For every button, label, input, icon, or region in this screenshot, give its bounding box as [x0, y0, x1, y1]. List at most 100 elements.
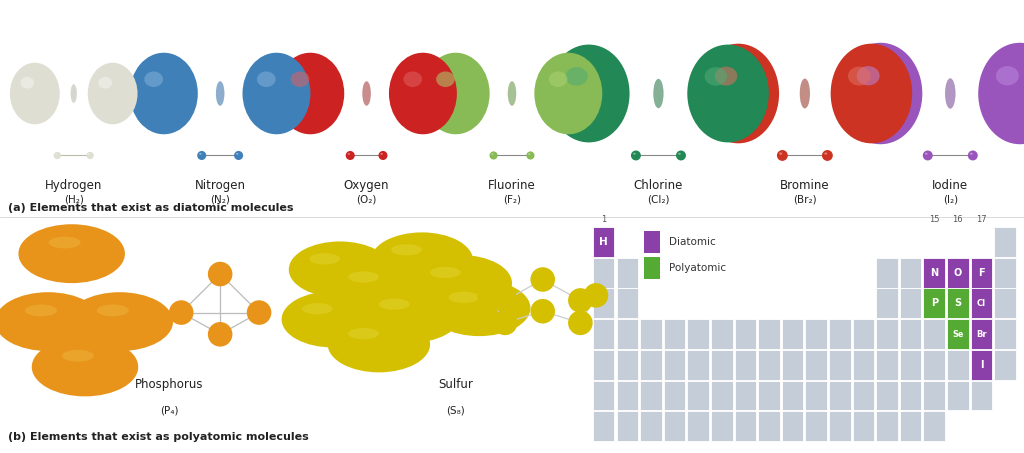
Ellipse shape [236, 153, 239, 155]
Text: Se: Se [952, 330, 964, 338]
Bar [994, 319, 1016, 349]
Ellipse shape [234, 151, 243, 160]
Bar [947, 319, 969, 349]
Bar [924, 319, 945, 349]
Ellipse shape [436, 72, 455, 87]
Text: (b) Elements that exist as polyatomic molecules: (b) Elements that exist as polyatomic mo… [8, 432, 309, 442]
Ellipse shape [800, 78, 810, 108]
Text: (O₂): (O₂) [356, 195, 377, 205]
Ellipse shape [800, 78, 810, 108]
Bar [853, 319, 874, 349]
Bar [994, 258, 1016, 288]
Bar [664, 411, 685, 441]
Ellipse shape [10, 63, 59, 124]
Ellipse shape [96, 304, 129, 316]
Ellipse shape [824, 153, 827, 154]
Text: 15: 15 [929, 215, 939, 224]
Bar [711, 411, 732, 441]
Ellipse shape [0, 292, 101, 351]
Text: Nitrogen: Nitrogen [195, 179, 246, 193]
Ellipse shape [945, 78, 955, 109]
Ellipse shape [631, 150, 641, 160]
Ellipse shape [247, 300, 271, 325]
Text: (I₂): (I₂) [943, 195, 957, 205]
Text: Phosphorus: Phosphorus [135, 378, 203, 391]
Ellipse shape [568, 288, 593, 313]
Bar [947, 289, 969, 318]
Ellipse shape [282, 291, 384, 347]
Ellipse shape [208, 322, 232, 347]
Text: (S₈): (S₈) [446, 405, 465, 415]
Ellipse shape [257, 72, 275, 87]
Bar [994, 350, 1016, 380]
Ellipse shape [549, 72, 567, 87]
Ellipse shape [528, 153, 530, 155]
Text: Cl: Cl [977, 299, 986, 308]
Bar [593, 350, 614, 380]
Bar [877, 411, 898, 441]
Text: N: N [930, 268, 938, 278]
Ellipse shape [20, 77, 34, 89]
Ellipse shape [389, 53, 457, 134]
Ellipse shape [633, 153, 636, 155]
Text: I: I [980, 360, 983, 370]
Bar [947, 350, 969, 380]
Bar [734, 411, 756, 441]
Ellipse shape [216, 81, 224, 106]
Ellipse shape [489, 151, 498, 159]
Ellipse shape [88, 154, 90, 155]
Bar [877, 350, 898, 380]
Ellipse shape [53, 152, 61, 159]
Bar [781, 319, 803, 349]
Bar [947, 258, 969, 288]
Bar [971, 258, 992, 288]
Ellipse shape [822, 150, 833, 161]
Ellipse shape [276, 53, 344, 134]
Ellipse shape [199, 153, 202, 155]
Ellipse shape [358, 287, 461, 343]
Ellipse shape [687, 44, 769, 142]
Ellipse shape [291, 72, 309, 87]
Ellipse shape [403, 72, 422, 87]
Bar [616, 258, 638, 288]
Ellipse shape [289, 241, 391, 298]
Text: 17: 17 [976, 215, 987, 224]
Bar [805, 319, 827, 349]
Bar [616, 289, 638, 318]
Ellipse shape [548, 44, 630, 142]
Ellipse shape [565, 67, 588, 86]
Text: Hydrogen: Hydrogen [45, 179, 102, 193]
Text: O: O [953, 268, 962, 278]
Bar [971, 319, 992, 349]
Ellipse shape [477, 283, 502, 308]
Ellipse shape [371, 232, 473, 289]
Text: (F₂): (F₂) [503, 195, 521, 205]
Bar [711, 350, 732, 380]
Bar [900, 381, 922, 410]
Ellipse shape [347, 153, 350, 155]
Bar [758, 350, 779, 380]
Bar [971, 319, 992, 349]
Bar [758, 411, 779, 441]
Bar [805, 411, 827, 441]
Ellipse shape [492, 153, 494, 155]
Bar [947, 258, 969, 288]
Ellipse shape [978, 43, 1024, 144]
Ellipse shape [530, 267, 555, 292]
Ellipse shape [362, 81, 371, 106]
Bar [664, 319, 685, 349]
Bar [853, 411, 874, 441]
Bar [829, 411, 851, 441]
Bar [947, 319, 969, 349]
Bar [781, 411, 803, 441]
Ellipse shape [346, 151, 354, 160]
Ellipse shape [945, 78, 955, 109]
Bar [711, 319, 732, 349]
Bar [781, 381, 803, 410]
Text: F: F [978, 268, 985, 278]
Bar [947, 381, 969, 410]
Text: (a) Elements that exist as diatomic molecules: (a) Elements that exist as diatomic mole… [8, 203, 294, 213]
Ellipse shape [86, 152, 94, 159]
Bar [829, 350, 851, 380]
Ellipse shape [71, 84, 77, 103]
